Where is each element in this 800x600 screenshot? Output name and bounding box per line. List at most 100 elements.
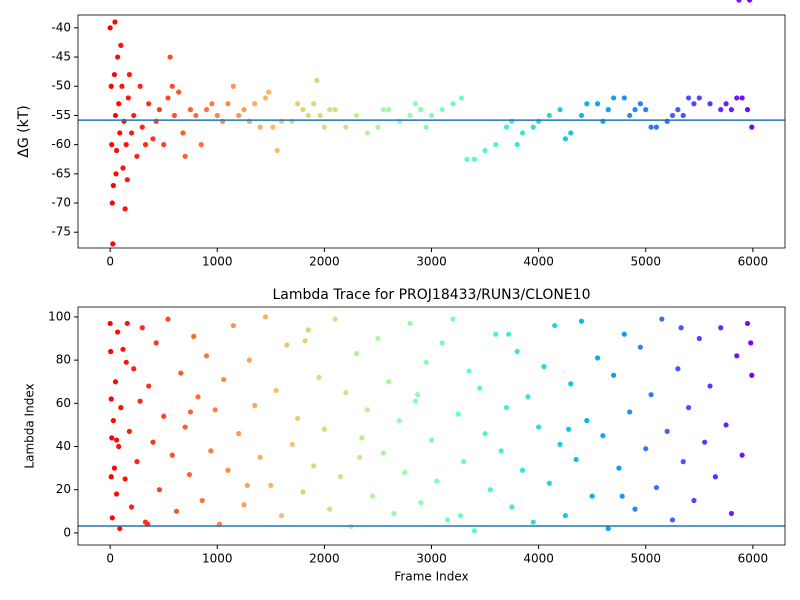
y-tick-label: -50	[51, 79, 71, 93]
point	[236, 430, 242, 437]
point	[131, 366, 137, 372]
point	[241, 502, 247, 508]
y-tick-label: -45	[51, 50, 71, 64]
point	[471, 156, 477, 162]
point	[461, 459, 467, 465]
point	[317, 112, 323, 119]
point	[252, 101, 258, 107]
point	[477, 385, 483, 391]
point	[380, 450, 386, 456]
point	[332, 316, 338, 322]
point	[749, 124, 755, 130]
point	[109, 142, 115, 148]
point	[605, 107, 611, 113]
point	[198, 142, 204, 148]
point	[221, 376, 227, 383]
point	[289, 441, 295, 447]
point	[386, 379, 392, 385]
x-tick-label: 0	[106, 552, 114, 566]
point	[134, 459, 140, 465]
point	[111, 465, 118, 471]
point	[332, 107, 338, 113]
point	[305, 112, 311, 119]
y-tick-label: 60	[56, 396, 71, 410]
point	[107, 320, 113, 327]
point	[209, 101, 215, 107]
chart-title: Lambda Trace for PROJ18433/RUN3/CLONE10	[273, 287, 591, 303]
point	[728, 510, 735, 517]
point	[503, 124, 510, 130]
point	[471, 528, 477, 534]
point	[123, 359, 129, 365]
point	[241, 107, 247, 113]
y-tick-label: -55	[51, 108, 71, 122]
point	[302, 338, 308, 344]
point	[643, 446, 649, 452]
y-tick-label: 0	[63, 525, 71, 539]
point	[109, 435, 115, 441]
point	[266, 89, 272, 95]
x-tick-label: 0	[106, 255, 114, 269]
point	[268, 482, 274, 488]
point	[311, 101, 317, 107]
x-axis-label: Frame Index	[394, 570, 468, 584]
point	[116, 101, 122, 107]
point	[487, 487, 494, 493]
point	[584, 101, 590, 107]
point	[108, 474, 114, 480]
point	[115, 54, 121, 60]
point	[187, 409, 194, 415]
point	[455, 411, 461, 417]
point	[680, 112, 686, 119]
point	[685, 95, 692, 101]
point	[396, 418, 402, 424]
point	[321, 426, 327, 432]
axes-frame	[77, 14, 786, 249]
point	[637, 101, 643, 107]
point	[541, 364, 547, 370]
y-tick-label: -75	[51, 225, 71, 239]
y-tick-label: -60	[51, 137, 71, 151]
point	[444, 517, 451, 523]
point	[113, 491, 120, 497]
point	[273, 387, 279, 393]
point	[109, 515, 115, 521]
point	[278, 513, 285, 519]
x-tick-label: 4000	[523, 255, 554, 269]
point	[621, 331, 627, 337]
point	[736, 0, 742, 3]
point	[369, 493, 376, 499]
point	[112, 379, 119, 385]
point	[208, 448, 214, 454]
point	[118, 42, 124, 48]
point	[748, 340, 754, 346]
point	[562, 513, 569, 519]
point	[316, 374, 322, 381]
point	[675, 107, 681, 113]
point	[744, 107, 751, 113]
point	[112, 112, 119, 119]
point	[186, 471, 193, 478]
point	[659, 316, 665, 322]
point	[137, 83, 143, 89]
point	[386, 107, 392, 113]
point	[111, 71, 118, 78]
point	[305, 327, 311, 333]
point	[176, 89, 182, 95]
point	[294, 415, 301, 422]
point	[246, 357, 252, 363]
x-tick-label: 3000	[416, 552, 447, 566]
point	[594, 101, 601, 107]
point	[566, 426, 572, 432]
point	[423, 359, 429, 365]
point	[482, 147, 488, 154]
point	[142, 142, 149, 148]
point	[119, 83, 125, 89]
point	[605, 525, 611, 532]
point	[225, 101, 231, 107]
point	[122, 206, 128, 212]
point	[514, 348, 520, 355]
point	[707, 383, 713, 389]
point	[450, 101, 456, 107]
point	[165, 95, 171, 101]
